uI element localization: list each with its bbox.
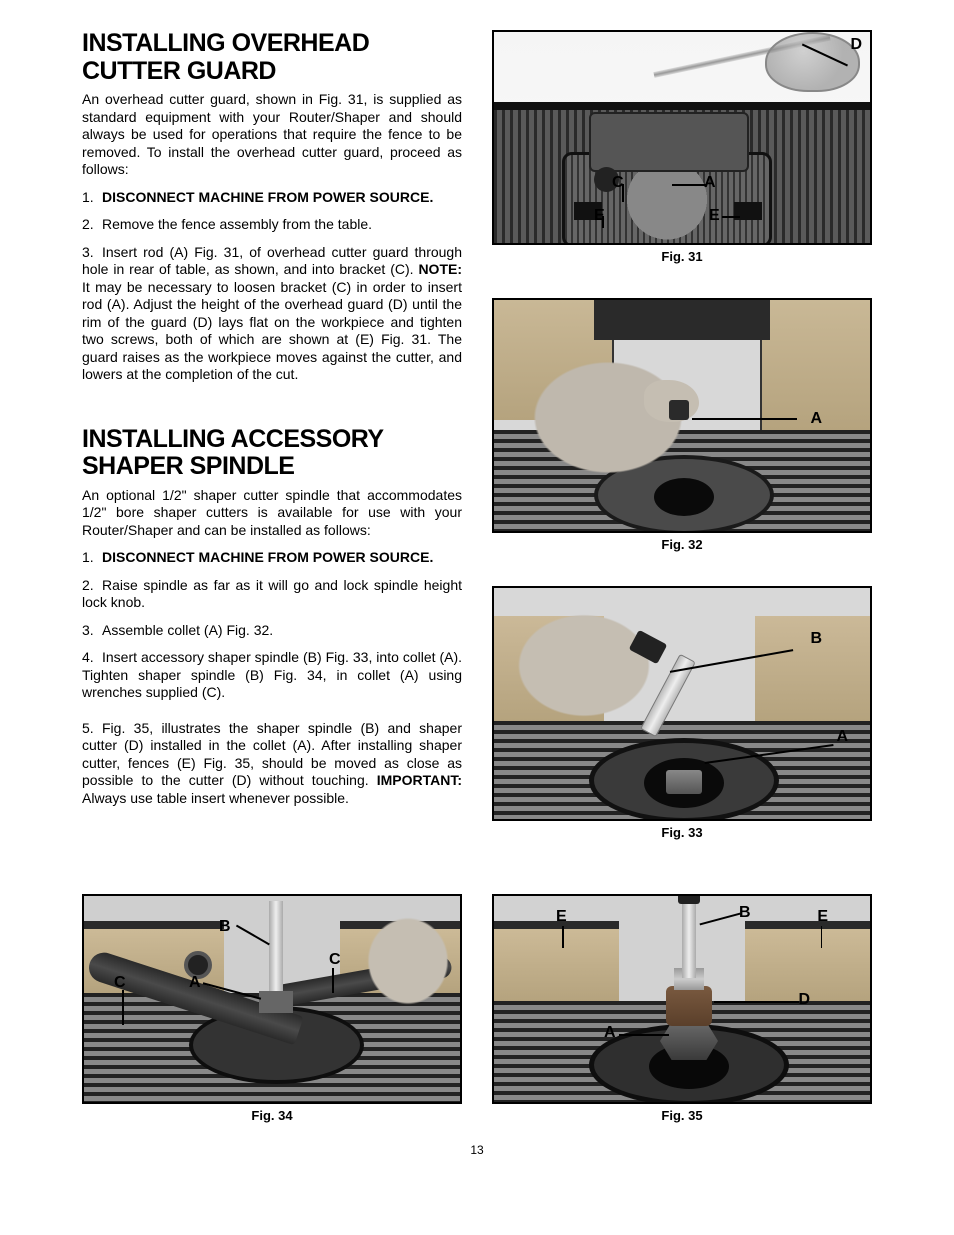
figure-31-image: D C A E E [492, 30, 872, 245]
fig35-label-e1: E [556, 908, 567, 926]
section2-intro: An optional 1/2" shaper cutter spindle t… [82, 487, 462, 540]
figure-35-image: E E B D A [492, 894, 872, 1104]
figure-33: B A Fig. 33 [492, 586, 872, 840]
fig35-label-b: B [739, 904, 751, 922]
figure-33-image: B A [492, 586, 872, 821]
s2-step3-text: Assemble collet (A) Fig. 32. [102, 622, 273, 638]
fig35-caption: Fig. 35 [492, 1108, 872, 1123]
section2-step4: 4.Insert accessory shaper spindle (B) Fi… [82, 649, 462, 702]
section2-step2: 2.Raise spindle as far as it will go and… [82, 577, 462, 612]
fig33-caption: Fig. 33 [492, 825, 872, 840]
section1-intro: An overhead cutter guard, shown in Fig. … [82, 91, 462, 179]
step2-text: Remove the fence assembly from the table… [102, 216, 372, 232]
fig35-label-d: D [798, 991, 810, 1009]
fig31-caption: Fig. 31 [492, 249, 872, 264]
page-number: 13 [82, 1143, 872, 1157]
fig34-label-a: A [189, 974, 201, 992]
section1-step1: 1.DISCONNECT MACHINE FROM POWER SOURCE. [82, 189, 462, 207]
figure-32: A Fig. 32 [492, 298, 872, 552]
section2-step1: 1.DISCONNECT MACHINE FROM POWER SOURCE. [82, 549, 462, 567]
section2-title: INSTALLING ACCESSORY SHAPER SPINDLE [82, 426, 462, 481]
fig33-label-b: B [810, 630, 822, 648]
fig33-label-a: A [836, 728, 848, 746]
s2-step4-text: Insert accessory shaper spindle (B) Fig.… [82, 649, 462, 700]
s2-step1-text: DISCONNECT MACHINE FROM POWER SOURCE. [102, 549, 433, 565]
figure-34: B C A C Fig. 34 [82, 894, 462, 1123]
section2-step3: 3.Assemble collet (A) Fig. 32. [82, 622, 462, 640]
fig31-label-a: A [704, 174, 716, 192]
s2-step5b-text: Always use table insert whenever possibl… [82, 790, 349, 806]
s2-step2-text: Raise spindle as far as it will go and l… [82, 577, 462, 611]
fig35-label-a: A [604, 1024, 616, 1042]
fig32-caption: Fig. 32 [492, 537, 872, 552]
section1-title: INSTALLING OVERHEAD CUTTER GUARD [82, 30, 462, 85]
step3b-text: It may be necessary to loosen bracket (C… [82, 279, 462, 383]
figure-34-image: B C A C [82, 894, 462, 1104]
section1-step3: 3.Insert rod (A) Fig. 31, of overhead cu… [82, 244, 462, 384]
fig34-caption: Fig. 34 [82, 1108, 462, 1123]
section2-step5: 5.Fig. 35, illustrates the shaper spindl… [82, 720, 462, 808]
fig31-label-e2: E [709, 207, 720, 225]
fig31-label-d: D [850, 36, 862, 54]
fig31-label-e1: E [594, 207, 605, 225]
figure-32-image: A [492, 298, 872, 533]
fig34-label-c2: C [329, 951, 341, 969]
figure-35: E E B D A Fig. 35 [492, 894, 872, 1123]
fig35-label-e2: E [817, 908, 828, 926]
figure-31: D C A E E Fig. 31 [492, 30, 872, 264]
fig32-label-a: A [810, 410, 822, 428]
fig34-label-b: B [219, 918, 231, 936]
fig34-label-c1: C [114, 974, 126, 992]
step3a-text: Insert rod (A) Fig. 31, of overhead cutt… [82, 244, 462, 278]
step1-text: DISCONNECT MACHINE FROM POWER SOURCE. [102, 189, 433, 205]
s2-step5-imp: IMPORTANT: [377, 772, 462, 788]
step3-note-label: NOTE: [418, 261, 462, 277]
section1-step2: 2.Remove the fence assembly from the tab… [82, 216, 462, 234]
fig31-label-c: C [612, 174, 624, 192]
